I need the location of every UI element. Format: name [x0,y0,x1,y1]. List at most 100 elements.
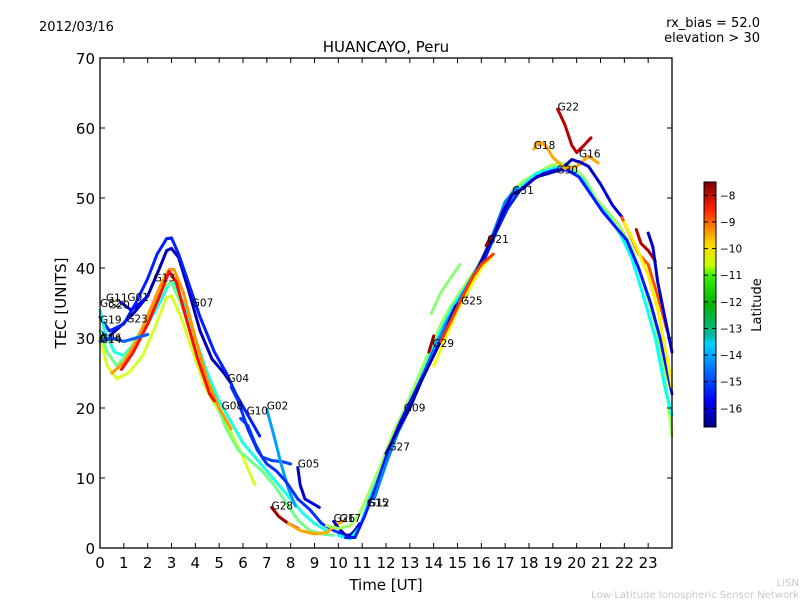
colorbar-tick-label: −14 [720,350,742,362]
satellite-label: G27 [388,442,410,454]
satellite-label: G04 [228,373,250,385]
satellite-label: G07 [192,298,214,310]
satellite-label: G10 [247,405,269,417]
satellite-label: G21 [487,234,509,246]
tec-series [622,221,674,389]
x-tick-label: 17 [496,554,515,572]
y-tick-label: 20 [76,400,95,418]
satellite-label: G23 [126,314,148,326]
tec-series [427,334,436,354]
x-tick-label: 2 [143,554,153,572]
x-tick-label: 18 [519,554,538,572]
y-tick-label: 40 [76,260,95,278]
satellite-label: G19 [100,314,122,326]
footer-lisn: LISN [777,578,799,589]
satellite-label: G28 [272,501,294,513]
x-tick-label: 14 [424,554,443,572]
tec-series [98,294,257,487]
x-tick-label: 6 [238,554,248,572]
y-tick-label: 70 [76,50,95,68]
satellite-label: G08 [222,400,244,412]
tec-series [98,236,262,438]
x-tick-label: 20 [567,554,586,572]
colorbar-label: Latitude [750,278,765,332]
tec-series [577,160,624,219]
tec-series [229,385,357,537]
x-tick-label: 5 [214,554,224,572]
x-tick-label: 4 [191,554,201,572]
tec-series [532,140,600,171]
tec-series [439,252,495,343]
footer-network: Low-Latitude Ionospheric Sensor Network [591,590,799,600]
tec-series [634,228,657,263]
satellite-label: G02 [267,400,289,412]
satellite-label: G31 [512,185,534,197]
colorbar-tick-label: −15 [720,377,742,389]
tec-series [646,231,674,354]
colorbar-tick-label: −16 [720,403,742,415]
satellite-label: G13 [154,272,176,284]
satellite-label: G01 [127,292,148,304]
x-axis: 0 1 2 3 4 5 6 7 8 9 10 11 12 13 14 15 16 17 18 19 20 21 22 23 [95,58,658,572]
tec-series [265,407,297,508]
satellite-label: G26 [334,513,356,525]
tec-series [429,263,462,315]
colorbar-tick-label: −11 [720,270,742,282]
y-tick-label: 60 [76,120,95,138]
curves-layer [98,107,674,541]
colorbar-tick-label: −9 [720,217,735,229]
x-tick-label: 8 [286,554,296,572]
date-label: 2012/03/16 [39,20,114,35]
x-tick-label: 22 [615,554,634,572]
tec-series [120,294,150,312]
tec-series [336,165,674,541]
y-tick-label: 10 [76,470,95,488]
chart-title: HUANCAYO, Peru [323,38,449,56]
x-tick-label: 13 [400,554,419,572]
colorbar-tick-label: −10 [720,244,742,256]
x-tick-label: 19 [543,554,562,572]
x-tick-label: 15 [448,554,467,572]
tec-series [98,333,150,343]
rx-bias-label: rx_bias = 52.0 [666,16,760,31]
x-tick-label: 3 [167,554,177,572]
satellite-label: G25 [461,295,483,307]
x-tick-label: 10 [329,554,348,572]
tec-series [484,235,493,248]
x-tick-label: 0 [95,554,105,572]
x-tick-label: 9 [310,554,320,572]
x-tick-label: 12 [376,554,395,572]
y-tick-label: 30 [76,330,95,348]
y-tick-label: 0 [85,540,95,558]
colorbar-tick-label: −8 [720,190,735,202]
satellite-label: G17 [340,513,362,525]
satellite-label: G30 [556,165,578,177]
satellite-label: G32 [100,298,122,310]
satellite-label: G18 [534,140,556,152]
colorbar [703,181,717,428]
x-tick-label: 21 [591,554,610,572]
tec-series [556,107,593,154]
x-tick-label: 23 [639,554,658,572]
satellite-label: G12 [368,498,390,510]
x-tick-label: 7 [262,554,272,572]
satellite-label: G14 [100,334,122,346]
x-tick-label: 16 [472,554,491,572]
x-tick-label: 11 [353,554,372,572]
satellite-label: G09 [404,403,426,415]
satellite-label: G06 [100,333,122,345]
satellite-label: G15 [367,498,389,510]
colorbar-tick-label: −12 [720,297,742,309]
x-tick-label: 1 [119,554,129,572]
tec-series [344,168,674,539]
elevation-label: elevation > 30 [664,31,760,46]
tec-series [286,518,347,536]
satellite-label: G20 [108,300,130,312]
colorbar-tick-label: −13 [720,323,742,335]
y-tick-label: 50 [76,190,95,208]
satellite-label: G22 [558,102,580,114]
satellite-label: G11 [106,293,128,305]
y-axis-label: TEC [UNITS] [52,258,70,350]
